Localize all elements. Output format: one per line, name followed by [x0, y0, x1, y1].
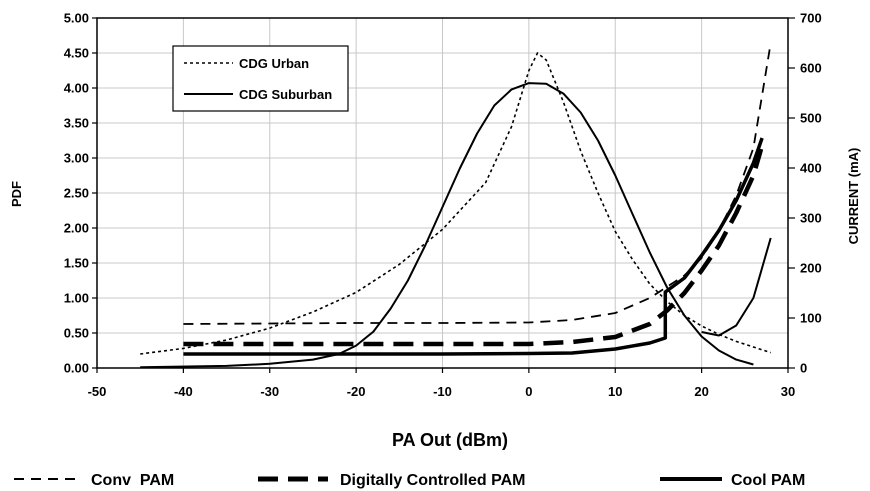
series-line-unlabeled-curve — [701, 237, 772, 337]
y-left-tick-label: 1.00 — [64, 291, 89, 306]
legend-label-cdg-suburban: CDG Suburban — [239, 87, 332, 102]
y-axis-left-title: PDF — [9, 181, 24, 207]
y-axis-right-title: CURRENT (mA) — [846, 148, 861, 245]
x-tick-label: -50 — [88, 384, 107, 399]
y-left-tick-label: 5.00 — [64, 11, 89, 26]
series-line-conv-pam — [183, 42, 772, 325]
y-left-tick-label: 0.00 — [64, 361, 89, 376]
y-left-tick-label: 3.00 — [64, 151, 89, 166]
y-right-tick-label: 100 — [800, 311, 822, 326]
series-line-cdg-urban — [140, 52, 771, 355]
y-left-tick-label: 4.00 — [64, 81, 89, 96]
y-left-tick-label: 0.50 — [64, 326, 89, 341]
y-axis-left-ticks: 0.00 0.50 1.00 1.50 2.00 2.50 3.00 3.50 4.00 4.50… — [64, 11, 97, 376]
y-left-tick-label: 2.00 — [64, 221, 89, 236]
x-axis-ticks: -50 -40 -30 -20 -10 0 10 20 30 — [88, 368, 795, 399]
y-left-tick-label: 3.50 — [64, 116, 89, 131]
x-tick-label: 20 — [694, 384, 708, 399]
series-line-cool-pam — [183, 137, 764, 356]
x-tick-label: -30 — [260, 384, 279, 399]
x-axis-title: PA Out (dBm) — [392, 430, 508, 450]
gridlines — [96, 17, 789, 369]
y-right-tick-label: 500 — [800, 111, 822, 126]
x-tick-label: -40 — [174, 384, 193, 399]
y-right-tick-label: 700 — [800, 11, 822, 26]
x-tick-label: -20 — [347, 384, 366, 399]
y-right-tick-label: 400 — [800, 161, 822, 176]
y-left-tick-label: 2.50 — [64, 186, 89, 201]
legend-label-cdg-urban: CDG Urban — [239, 56, 309, 71]
legend-label-cool-pam: Cool PAM — [731, 472, 805, 489]
x-tick-label: 0 — [525, 384, 532, 399]
legend-inset-frame — [172, 45, 349, 112]
x-tick-label: -10 — [433, 384, 452, 399]
legend-label-digitally-controlled-pam: Digitally Controlled PAM — [340, 472, 525, 489]
y-left-tick-label: 1.50 — [64, 256, 89, 271]
legend-bottom: Conv PAM Digitally Controlled PAM Cool P… — [14, 472, 805, 489]
y-right-tick-label: 0 — [800, 361, 807, 376]
y-left-tick-label: 4.50 — [64, 46, 89, 61]
legend-label-conv-pam: Conv PAM — [91, 472, 174, 489]
y-right-tick-label: 200 — [800, 261, 822, 276]
series-layer — [140, 42, 772, 369]
y-right-tick-label: 300 — [800, 211, 822, 226]
series-line-digitally-controlled-pam — [183, 144, 765, 347]
x-tick-label: 30 — [781, 384, 795, 399]
y-right-tick-label: 600 — [800, 61, 822, 76]
x-tick-label: 10 — [608, 384, 622, 399]
legend-inset: CDG Urban CDG Suburban — [172, 45, 349, 112]
y-axis-right-ticks: 0 100 200 300 400 500 600 700 — [788, 11, 822, 376]
series-line-cdg-suburban — [140, 82, 754, 369]
